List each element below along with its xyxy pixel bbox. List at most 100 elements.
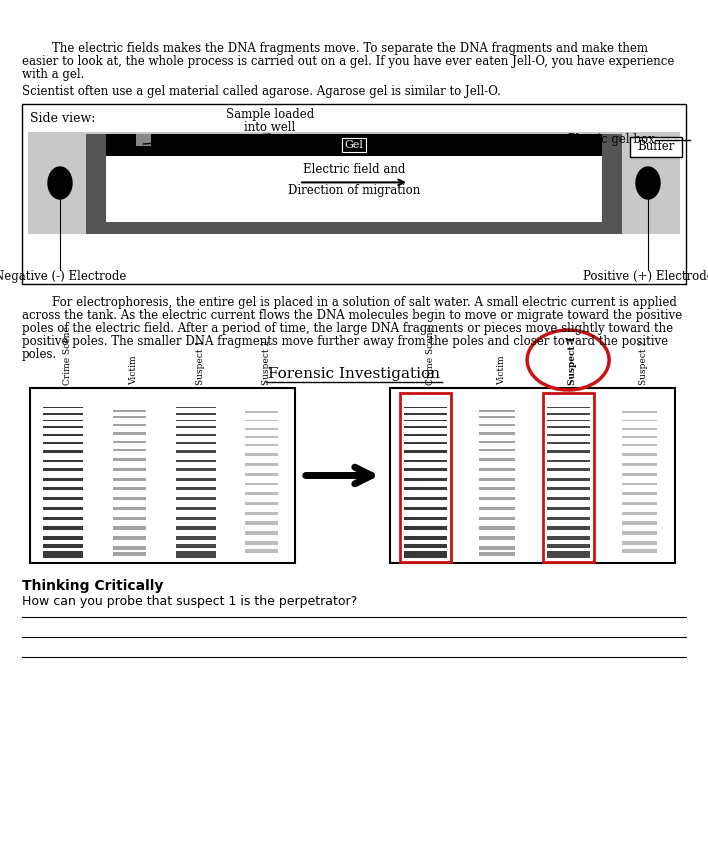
- Bar: [43, 477, 83, 481]
- Bar: [479, 477, 515, 481]
- Text: Suspect 2: Suspect 2: [262, 340, 271, 385]
- Bar: [43, 536, 83, 540]
- Bar: [245, 541, 278, 545]
- Bar: [547, 544, 590, 548]
- Bar: [547, 450, 590, 453]
- Bar: [176, 544, 215, 548]
- Bar: [245, 531, 278, 535]
- Bar: [113, 416, 146, 418]
- Bar: [43, 460, 83, 462]
- Bar: [43, 526, 83, 530]
- Bar: [547, 460, 590, 462]
- Bar: [113, 516, 146, 520]
- Bar: [176, 554, 215, 557]
- Bar: [404, 497, 447, 500]
- Bar: [43, 507, 83, 510]
- Bar: [479, 458, 515, 461]
- Bar: [547, 468, 590, 471]
- Bar: [176, 419, 215, 421]
- Bar: [43, 554, 83, 557]
- Bar: [113, 458, 146, 461]
- Bar: [622, 541, 657, 545]
- Bar: [176, 442, 215, 445]
- Bar: [106, 134, 602, 156]
- Bar: [176, 450, 215, 453]
- Bar: [245, 473, 278, 476]
- Bar: [602, 134, 622, 234]
- Bar: [176, 551, 215, 554]
- Bar: [547, 526, 590, 530]
- Ellipse shape: [636, 167, 660, 199]
- Bar: [622, 428, 657, 429]
- Bar: [245, 512, 278, 515]
- Bar: [547, 426, 590, 428]
- Bar: [43, 544, 83, 548]
- Bar: [547, 516, 590, 520]
- Bar: [404, 426, 447, 428]
- Bar: [43, 551, 83, 554]
- Bar: [113, 410, 146, 412]
- Bar: [245, 435, 278, 438]
- Text: across the tank. As the electric current flows the DNA molecules begin to move o: across the tank. As the electric current…: [22, 309, 683, 322]
- Bar: [622, 549, 657, 553]
- Bar: [113, 552, 146, 556]
- Text: Crime Scene: Crime Scene: [426, 326, 435, 385]
- Bar: [176, 507, 215, 510]
- Bar: [245, 428, 278, 429]
- Bar: [404, 450, 447, 453]
- Bar: [404, 477, 447, 481]
- Text: Buffer: Buffer: [637, 141, 675, 153]
- Bar: [630, 137, 682, 157]
- Bar: [176, 407, 215, 408]
- Bar: [479, 552, 515, 556]
- Bar: [622, 482, 657, 486]
- Bar: [404, 554, 447, 557]
- Text: Suspect 2: Suspect 2: [639, 340, 649, 385]
- Bar: [176, 460, 215, 462]
- Bar: [176, 516, 215, 520]
- Bar: [245, 502, 278, 505]
- Bar: [547, 407, 590, 408]
- Bar: [404, 551, 447, 554]
- Bar: [113, 526, 146, 530]
- Bar: [176, 426, 215, 428]
- Bar: [622, 493, 657, 495]
- Text: Gel: Gel: [345, 140, 363, 150]
- Bar: [479, 507, 515, 510]
- Bar: [404, 460, 447, 462]
- Ellipse shape: [48, 167, 72, 199]
- Bar: [479, 440, 515, 443]
- Bar: [622, 463, 657, 466]
- Bar: [622, 473, 657, 476]
- Bar: [113, 440, 146, 443]
- Bar: [176, 488, 215, 490]
- Bar: [43, 434, 83, 436]
- Bar: [176, 413, 215, 415]
- Bar: [113, 546, 146, 550]
- Bar: [479, 516, 515, 520]
- Bar: [547, 554, 590, 557]
- Bar: [113, 424, 146, 426]
- Bar: [479, 449, 515, 451]
- Bar: [245, 454, 278, 456]
- Bar: [245, 444, 278, 446]
- Text: Crime Scene: Crime Scene: [63, 326, 72, 385]
- Bar: [622, 454, 657, 456]
- Text: Forensic Investigation: Forensic Investigation: [268, 367, 440, 381]
- Text: Suspect 1: Suspect 1: [195, 340, 205, 385]
- Bar: [622, 435, 657, 438]
- Bar: [22, 104, 686, 284]
- Bar: [404, 419, 447, 421]
- Bar: [404, 526, 447, 530]
- Bar: [479, 526, 515, 530]
- Bar: [400, 393, 451, 562]
- Text: into well: into well: [244, 121, 296, 134]
- Bar: [390, 388, 675, 563]
- Text: easier to look at, the whole process is carried out on a gel. If you have ever e: easier to look at, the whole process is …: [22, 55, 675, 68]
- Bar: [547, 507, 590, 510]
- Bar: [136, 134, 151, 146]
- Bar: [176, 434, 215, 436]
- Text: Thinking Critically: Thinking Critically: [22, 579, 164, 593]
- Bar: [43, 413, 83, 415]
- Bar: [30, 388, 295, 563]
